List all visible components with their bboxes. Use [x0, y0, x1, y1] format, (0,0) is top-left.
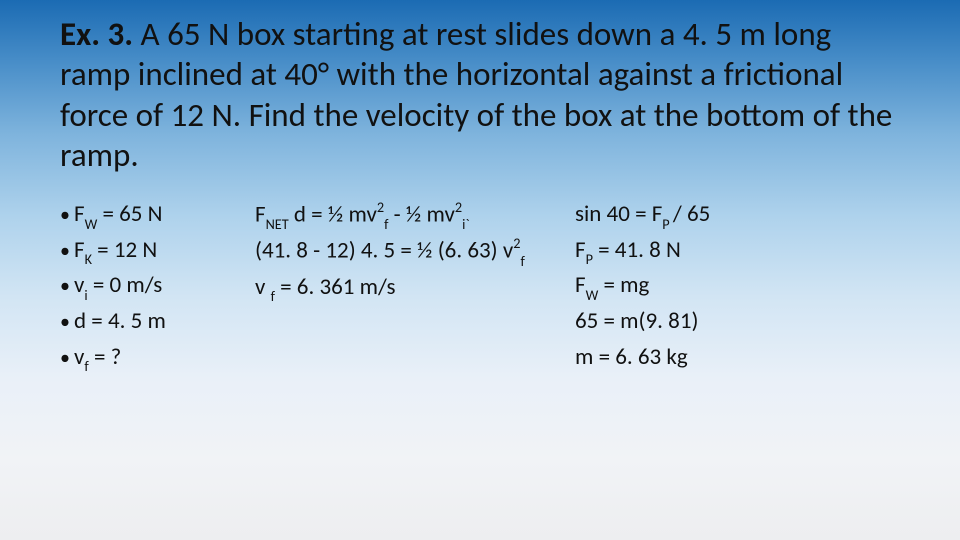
given-item: FK = 12 N	[74, 233, 157, 269]
bullet-icon: •	[60, 271, 74, 302]
bullet-icon: •	[60, 236, 74, 267]
equation-line: FW = mg	[575, 268, 900, 304]
title-body: A 65 N box starting at rest slides down …	[60, 14, 892, 175]
given-item: d = 4. 5 m	[74, 304, 166, 340]
list-item: • FW = 65 N	[60, 197, 255, 233]
title-lead: Ex. 3.	[60, 14, 133, 54]
bullet-icon: •	[60, 343, 74, 374]
bullet-icon: •	[60, 307, 74, 338]
equation-line: v f = 6. 361 m/s	[255, 270, 575, 306]
content-columns: • FW = 65 N • FK = 12 N • vi = 0 m/s • d…	[60, 197, 900, 375]
bullet-icon: •	[60, 200, 74, 231]
slide: Ex. 3. A 65 N box starting at rest slide…	[0, 0, 960, 540]
equation-line: m = 6. 63 kg	[575, 340, 900, 376]
given-item: FW = 65 N	[74, 197, 162, 233]
list-item: • vi = 0 m/s	[60, 268, 255, 304]
list-item: • vf = ?	[60, 340, 255, 376]
list-item: • d = 4. 5 m	[60, 304, 255, 340]
equation-line: (41. 8 - 12) 4. 5 = ½ (6. 63) v2f	[255, 233, 575, 269]
equation-line: FNET d = ½ mv2f - ½ mv2i`	[255, 197, 575, 233]
equation-line: 65 = m(9. 81)	[575, 304, 900, 340]
given-item: vf = ?	[74, 340, 121, 376]
equation-line: FP = 41. 8 N	[575, 233, 900, 269]
work-column: FNET d = ½ mv2f - ½ mv2i` (41. 8 - 12) 4…	[255, 197, 575, 375]
equation-line: sin 40 = FP / 65	[575, 197, 900, 233]
problem-title: Ex. 3. A 65 N box starting at rest slide…	[60, 14, 900, 175]
side-calc-column: sin 40 = FP / 65 FP = 41. 8 N FW = mg 65…	[575, 197, 900, 375]
given-column: • FW = 65 N • FK = 12 N • vi = 0 m/s • d…	[60, 197, 255, 375]
given-item: vi = 0 m/s	[74, 268, 162, 304]
list-item: • FK = 12 N	[60, 233, 255, 269]
